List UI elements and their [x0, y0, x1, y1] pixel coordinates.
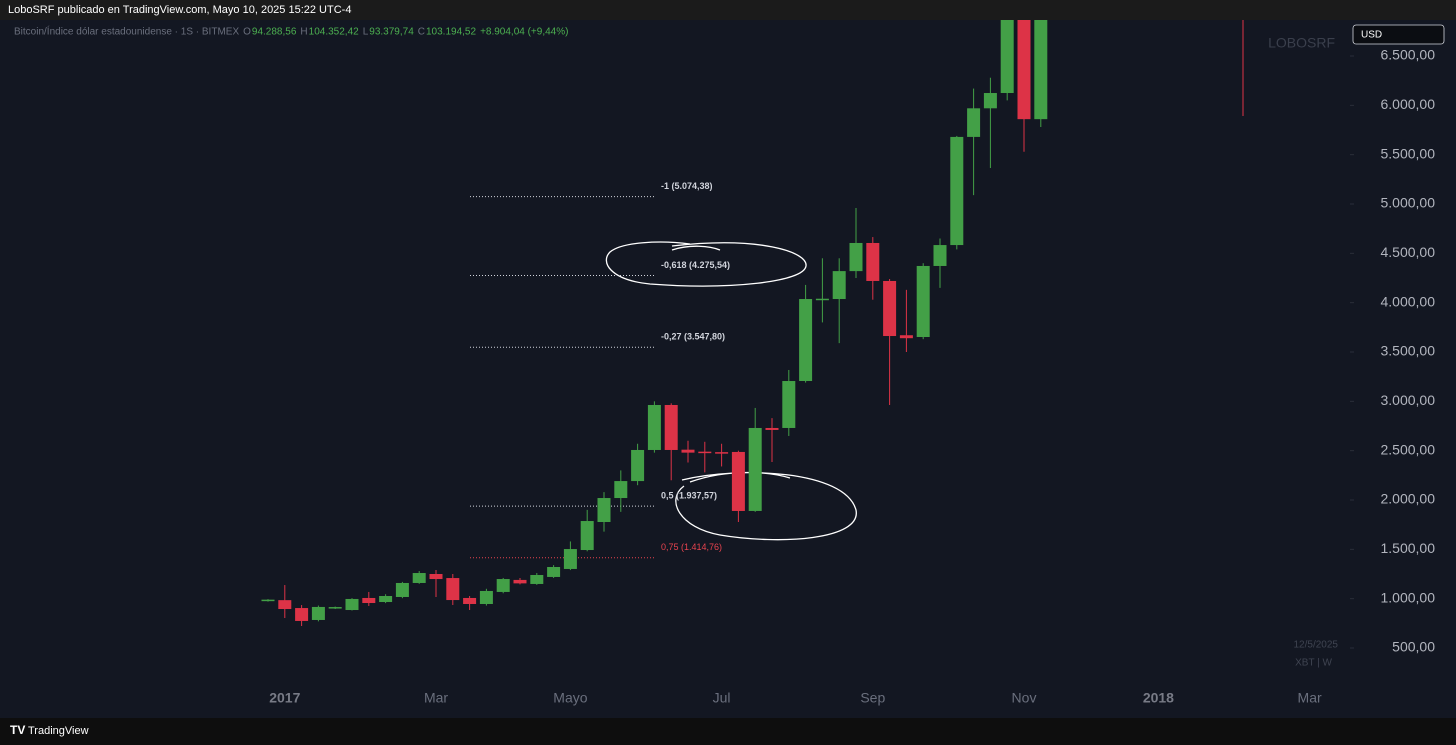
symbol-info: Bitcoin/Índice dólar estadounidense · 1S… — [14, 25, 239, 38]
y-tick-label: 5.500,00 — [1381, 145, 1436, 161]
ohlc-label: H — [300, 27, 307, 38]
candle-body — [429, 574, 443, 580]
candle-body — [664, 404, 678, 450]
y-tick-label: 5.000,00 — [1381, 195, 1436, 211]
fib-label: -0,618 (4.275,54) — [661, 260, 730, 270]
date-note: 12/5/2025 — [1294, 640, 1339, 651]
ohlc-label: L — [363, 27, 369, 38]
annotations — [605, 241, 857, 541]
candle-body — [547, 566, 561, 577]
candle-body — [849, 242, 863, 272]
hand-circle — [605, 241, 807, 287]
candle-body — [681, 449, 695, 453]
candle-body — [832, 271, 846, 300]
published-note: LoboSRF publicado en TradingView.com, Ma… — [8, 4, 351, 16]
candle-body — [647, 404, 661, 450]
x-tick-label: Mar — [1298, 690, 1322, 706]
ohlc-label: C — [418, 27, 425, 38]
y-tick-label: 2.000,00 — [1381, 491, 1436, 507]
candle-body — [563, 549, 577, 569]
y-tick-label: 4.000,00 — [1381, 293, 1436, 309]
candle-body — [715, 452, 729, 454]
ohlc-change: +8.904,04 (+9,44%) — [480, 27, 568, 38]
y-tick-label: 4.500,00 — [1381, 244, 1436, 260]
candle-body — [883, 280, 897, 337]
fib-label: -1 (5.074,38) — [661, 181, 713, 191]
candle-body — [295, 608, 309, 621]
fib-label: 0,5 (1.937,57) — [661, 491, 717, 501]
ohlc-value: 94.288,56 — [252, 27, 297, 38]
candle-body — [1034, 20, 1048, 120]
candle-body — [765, 427, 779, 430]
candle-body — [614, 481, 628, 499]
candle-body — [782, 381, 796, 428]
candle-body — [983, 93, 997, 109]
candle-body — [1000, 20, 1014, 94]
candle-body — [748, 427, 762, 511]
top-bar — [0, 0, 1456, 20]
currency-label[interactable]: USD — [1361, 30, 1382, 41]
y-tick-label: 3.000,00 — [1381, 392, 1436, 408]
y-tick-label: 2.500,00 — [1381, 441, 1436, 457]
x-tick-label: Nov — [1012, 690, 1037, 706]
interval-note: XBT | W — [1295, 658, 1332, 669]
candle-body — [815, 298, 829, 301]
hand-circle — [675, 471, 857, 541]
bottom-bar — [0, 718, 1456, 745]
candle-body — [866, 242, 880, 281]
fib-label: 0,75 (1.414,76) — [661, 542, 722, 552]
y-tick-label: 6.500,00 — [1381, 47, 1436, 63]
candle-body — [362, 597, 376, 604]
y-tick-label: 1.000,00 — [1381, 589, 1436, 605]
watermark: LOBOSRF — [1268, 35, 1335, 51]
ohlc-label: O — [243, 27, 251, 38]
candle-body — [916, 265, 930, 338]
fib-label: -0,27 (3.547,80) — [661, 332, 725, 342]
x-tick-label: Sep — [860, 690, 885, 706]
y-tick-label: 1.500,00 — [1381, 540, 1436, 556]
candle-body — [899, 335, 913, 339]
x-tick-label: 2018 — [1143, 690, 1174, 706]
candle-body — [698, 451, 712, 454]
candle-body — [463, 597, 477, 604]
ohlc-value: 103.194,52 — [426, 27, 476, 38]
brand-logo: TV — [10, 723, 25, 737]
brand-name: TradingView — [28, 725, 89, 737]
candle-body — [631, 449, 645, 482]
y-tick-label: 3.500,00 — [1381, 343, 1436, 359]
candle-body — [1017, 20, 1031, 120]
candle-body — [513, 579, 527, 584]
x-tick-label: Mayo — [553, 690, 587, 706]
candle-body — [311, 606, 325, 620]
candle-body — [446, 578, 460, 601]
candle-body — [799, 299, 813, 382]
x-tick-label: 2017 — [269, 690, 300, 706]
candle-body — [261, 599, 275, 602]
candle-body — [580, 521, 594, 551]
ohlc-value: 104.352,42 — [309, 27, 359, 38]
x-tick-label: Mar — [424, 690, 448, 706]
x-tick-label: Jul — [713, 690, 731, 706]
currency-box[interactable] — [1352, 24, 1445, 45]
candle-body — [479, 590, 493, 604]
candle-body — [379, 596, 393, 603]
candle-body — [328, 607, 342, 609]
candle-body — [496, 579, 510, 592]
candle-body — [412, 573, 426, 583]
candle-body — [950, 136, 964, 246]
plot — [261, 20, 1048, 626]
candle-body — [345, 598, 359, 611]
candle-body — [530, 574, 544, 584]
y-tick-label: 6.000,00 — [1381, 96, 1436, 112]
candle-body — [597, 498, 611, 523]
candle-body — [967, 108, 981, 137]
ohlc-value: 93.379,74 — [369, 27, 414, 38]
candle-body — [933, 245, 947, 266]
candle-body — [731, 451, 745, 511]
candle-body — [278, 600, 292, 610]
y-tick-label: 500,00 — [1392, 639, 1435, 655]
candle-body — [395, 582, 409, 597]
